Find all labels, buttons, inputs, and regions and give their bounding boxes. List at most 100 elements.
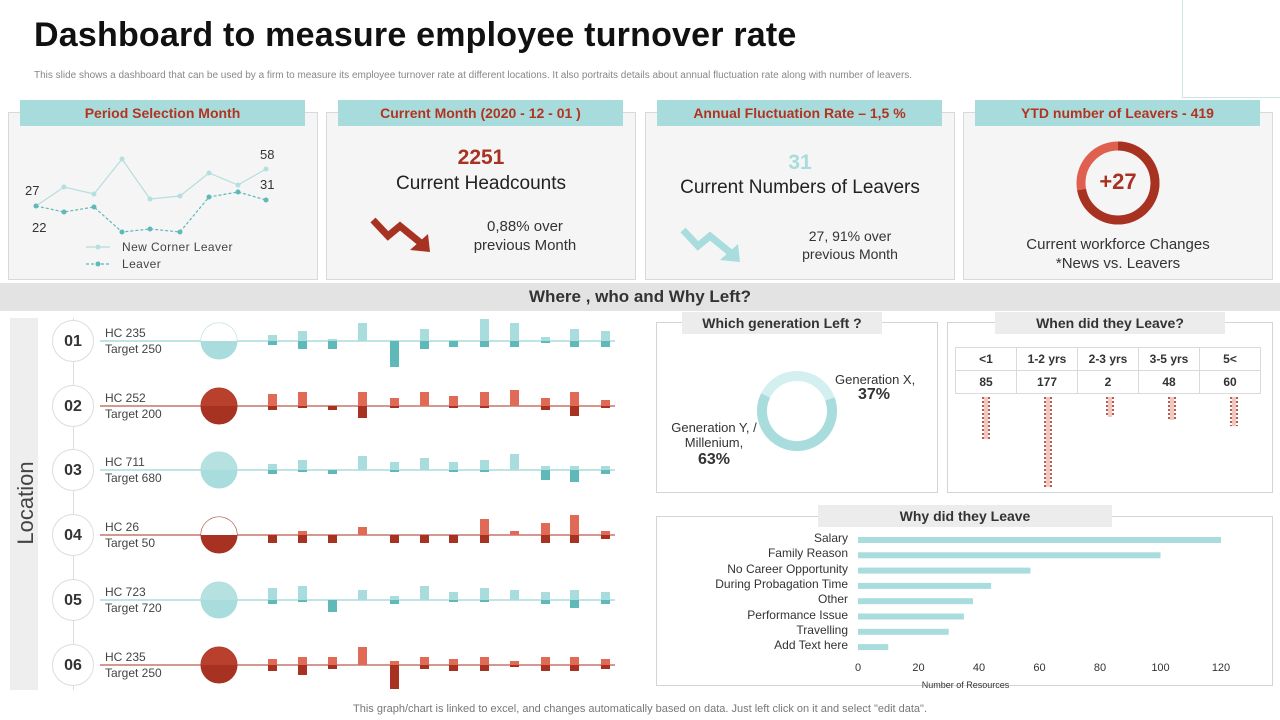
why-x-tick: 20 bbox=[912, 662, 925, 674]
headcount-card-title: Current Month (2020 - 12 - 01 ) bbox=[338, 100, 623, 126]
when-header-cell: 5< bbox=[1199, 347, 1261, 371]
location-number: 03 bbox=[52, 449, 94, 491]
location-bar-down bbox=[541, 535, 550, 543]
location-bar-down bbox=[420, 535, 429, 543]
why-x-tick: 60 bbox=[1033, 662, 1046, 674]
location-bar-up bbox=[420, 586, 429, 600]
location-target: Target 680 bbox=[105, 471, 162, 485]
location-bar-up bbox=[570, 329, 579, 341]
location-bar-down bbox=[328, 535, 337, 543]
why-category-label: During Probagation Time bbox=[715, 576, 848, 591]
location-number: 01 bbox=[52, 320, 94, 362]
location-status-half bbox=[201, 341, 237, 359]
new-corner-leaver-point bbox=[61, 184, 67, 190]
when-column bbox=[1230, 397, 1238, 427]
location-bar-down bbox=[601, 341, 610, 347]
why-category-label: Salary bbox=[813, 531, 848, 545]
location-bar-up bbox=[328, 657, 337, 665]
when-column bbox=[1106, 397, 1114, 417]
location-hc: HC 711 bbox=[105, 455, 145, 469]
location-bar-up bbox=[541, 592, 550, 600]
location-bar-strip bbox=[100, 387, 615, 425]
when-table-header-row: <1 1-2 yrs 2-3 yrs 3-5 yrs 5< bbox=[955, 347, 1261, 371]
location-bar-down bbox=[328, 600, 337, 612]
period-card bbox=[8, 112, 318, 280]
when-column bbox=[1168, 397, 1176, 420]
location-status-half bbox=[201, 406, 237, 424]
period-label-high: 58 bbox=[260, 147, 275, 162]
location-status-half bbox=[201, 470, 237, 488]
location-bar-up bbox=[298, 331, 307, 341]
location-number: 06 bbox=[52, 644, 94, 686]
location-bar-up bbox=[358, 527, 367, 535]
location-bar-down bbox=[328, 470, 337, 474]
location-bar-up bbox=[570, 392, 579, 406]
location-strip bbox=[10, 318, 38, 690]
leaver-point bbox=[177, 229, 183, 235]
why-category-label: Travelling bbox=[796, 622, 848, 637]
location-bar-down bbox=[570, 341, 579, 347]
location-bar-up bbox=[420, 657, 429, 665]
location-target: Target 50 bbox=[105, 536, 156, 550]
when-header-cell: <1 bbox=[955, 347, 1017, 371]
location-bar-up bbox=[570, 590, 579, 600]
location-bar-up bbox=[480, 392, 489, 406]
why-category-label: Other bbox=[817, 592, 848, 607]
location-bar-down bbox=[420, 341, 429, 349]
location-bar-down bbox=[570, 665, 579, 671]
location-bar-down bbox=[510, 665, 519, 667]
when-table-value-row: 85 177 2 48 60 bbox=[955, 370, 1261, 394]
when-value-cell: 85 bbox=[955, 370, 1017, 394]
location-bar-up bbox=[420, 392, 429, 406]
why-bar bbox=[858, 613, 964, 620]
leaver-point bbox=[33, 203, 39, 209]
location-bar-up bbox=[420, 458, 429, 470]
location-bar-up bbox=[601, 531, 610, 535]
location-number: 02 bbox=[52, 385, 94, 427]
ytd-value: +27 bbox=[1099, 169, 1137, 194]
location-bar-down bbox=[449, 535, 458, 543]
period-line-chart bbox=[33, 156, 269, 267]
location-bar-up bbox=[601, 466, 610, 470]
leaver-point bbox=[91, 204, 97, 210]
location-bar-up bbox=[541, 466, 550, 470]
location-bar-up bbox=[268, 335, 277, 341]
location-bar-up bbox=[510, 323, 519, 341]
period-label-low: 22 bbox=[32, 220, 47, 235]
location-bar-up bbox=[449, 592, 458, 600]
location-bar-down bbox=[449, 470, 458, 472]
location-bar-down bbox=[298, 341, 307, 349]
why-panel-title: Why did they Leave bbox=[818, 505, 1112, 527]
location-bar-up bbox=[510, 661, 519, 665]
location-bar-up bbox=[570, 515, 579, 535]
gen-y-label-2: Millenium, bbox=[684, 435, 744, 450]
headcount-label: Current Headcounts bbox=[395, 173, 567, 194]
when-value-cell: 48 bbox=[1138, 370, 1200, 394]
when-header-cell: 3-5 yrs bbox=[1138, 347, 1200, 371]
location-bar-down bbox=[541, 600, 550, 604]
down-trend-arrow-icon bbox=[680, 227, 740, 262]
location-bar-up bbox=[480, 588, 489, 600]
location-bar-down bbox=[541, 341, 550, 343]
why-x-tick: 100 bbox=[1151, 662, 1170, 674]
ytd-card-title: YTD number of Leavers - 419 bbox=[975, 100, 1260, 126]
location-bar-up bbox=[510, 590, 519, 600]
location-bar-up bbox=[570, 466, 579, 470]
location-bar-down bbox=[390, 665, 399, 689]
why-category-label: Add Text here bbox=[774, 638, 848, 653]
location-hc: HC 26 bbox=[105, 520, 140, 534]
leaver-point bbox=[119, 229, 125, 235]
location-bar-down bbox=[480, 470, 489, 472]
location-bar-up bbox=[480, 657, 489, 665]
when-bar-columns bbox=[982, 397, 1238, 487]
leavers-label: Current Numbers of Leavers bbox=[680, 177, 920, 198]
page-subtitle: This slide shows a dashboard that can be… bbox=[34, 70, 913, 81]
location-label: Location bbox=[13, 461, 38, 545]
new-corner-leaver-point bbox=[235, 182, 241, 188]
location-bar-down bbox=[268, 406, 277, 410]
leavers-card-title: Annual Fluctuation Rate – 1,5 % bbox=[657, 100, 942, 126]
location-bar-up bbox=[510, 454, 519, 470]
why-bar bbox=[858, 582, 992, 589]
location-bar-up bbox=[480, 519, 489, 535]
location-bar-down bbox=[390, 470, 399, 472]
